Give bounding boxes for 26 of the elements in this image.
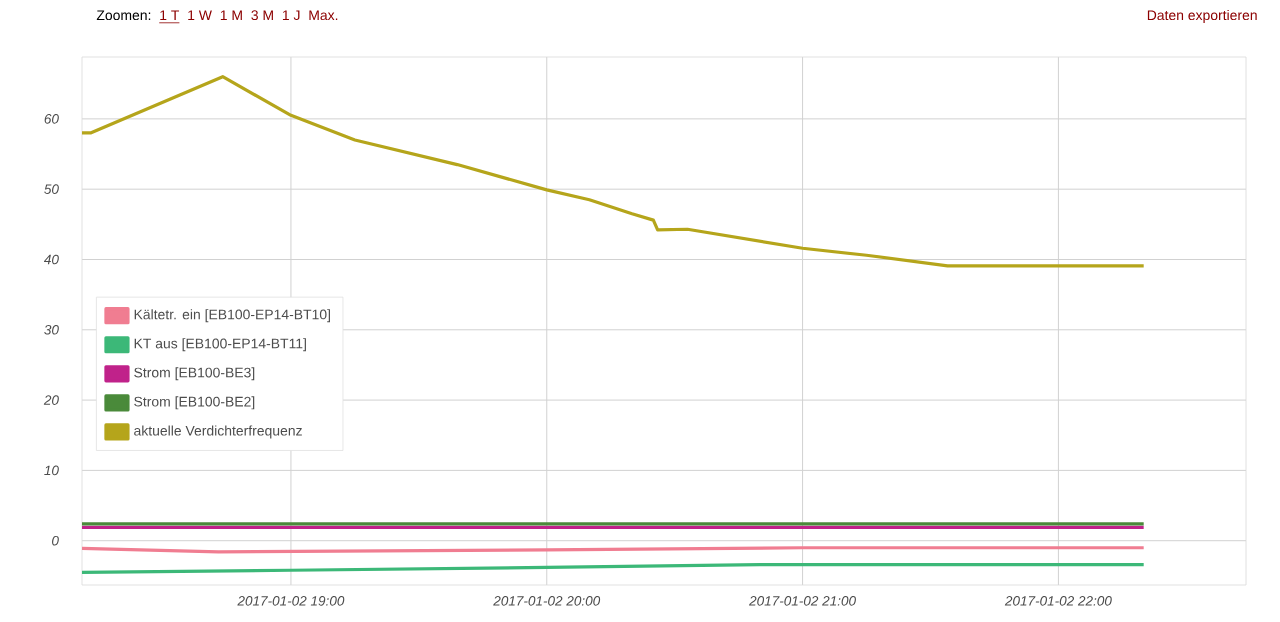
x-tick-label: 2017-01-02 22:00	[1004, 596, 1112, 606]
x-tick-label: 2017-01-02 21:00	[749, 596, 856, 606]
legend-label: KT aus [EB100-EP14-BT11]	[134, 338, 306, 352]
legend-label: Strom [EB100-BE2]	[134, 396, 255, 410]
text: 1 M	[220, 10, 242, 20]
y-tick-label: 50	[44, 184, 59, 194]
y-tick-label: 40	[43, 254, 59, 265]
y-tick-label: 0	[52, 535, 59, 546]
x-tick-label: 2017-01-02 19:00	[237, 596, 345, 606]
y-tick-label: 30	[44, 324, 59, 335]
legend-label: Kältetr. ein [EB100-EP14-BT10]	[134, 309, 330, 323]
y-tick-label: 20	[43, 395, 59, 405]
text: Daten exportieren	[1147, 9, 1257, 23]
x-tick-label: 2017-01-02 20:00	[493, 596, 601, 606]
text: Max.	[309, 10, 338, 21]
line-series	[82, 75, 1146, 268]
legend-label: aktuelle Verdichterfrequenz	[134, 425, 302, 439]
text: 1 W	[188, 10, 212, 20]
text: 1 J	[282, 10, 300, 21]
text: 1 T	[160, 10, 180, 20]
line-series	[82, 563, 1146, 574]
legend-label: Strom [EB100-BE3]	[134, 367, 255, 381]
text: Zoomen:	[96, 10, 151, 21]
text: 3 M	[251, 10, 273, 21]
y-tick-label: 60	[44, 114, 59, 124]
y-tick-label: 10	[44, 465, 59, 476]
